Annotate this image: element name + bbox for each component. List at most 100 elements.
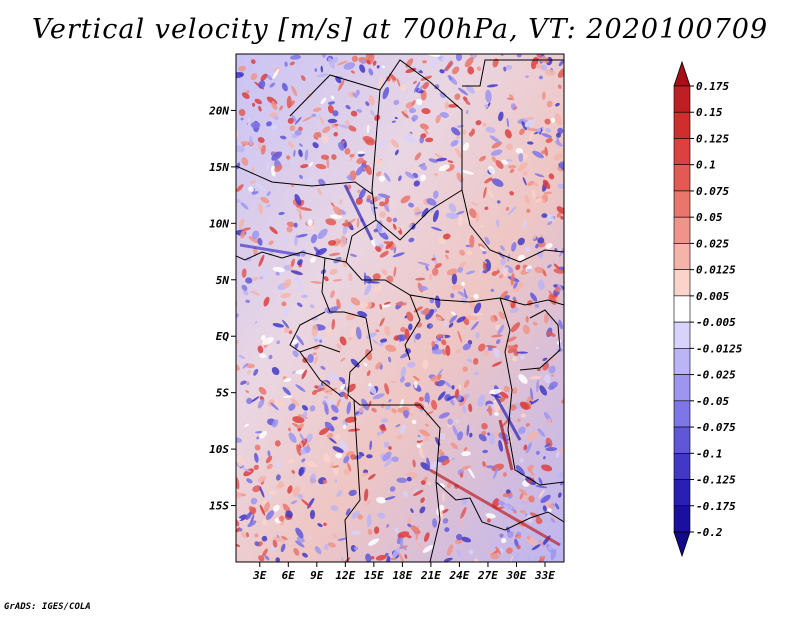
field-cell xyxy=(535,346,540,350)
x-tick-label: 6E xyxy=(282,569,296,582)
field-cell xyxy=(366,454,373,459)
field-cell xyxy=(535,485,548,489)
field-cell xyxy=(351,55,359,62)
field-cell xyxy=(545,243,553,249)
field-cell xyxy=(317,523,323,528)
field-cell xyxy=(365,54,373,59)
field-cell xyxy=(498,408,504,414)
field-cell xyxy=(331,416,338,421)
field-cell xyxy=(326,433,334,439)
field-cell xyxy=(272,266,285,273)
field-cell xyxy=(429,273,433,281)
field-cell xyxy=(448,203,457,213)
field-cell xyxy=(299,143,303,147)
field-cell xyxy=(367,384,377,395)
field-cell xyxy=(272,539,278,548)
field-cell xyxy=(243,468,254,477)
field-cell xyxy=(400,326,406,333)
field-cell xyxy=(463,288,468,300)
field-cell xyxy=(298,284,304,292)
colorbar-label: 0.005 xyxy=(696,290,729,303)
field-cell xyxy=(254,541,260,547)
field-cell xyxy=(554,286,561,293)
field-cell xyxy=(455,419,460,424)
field-cell xyxy=(330,505,339,511)
field-cell xyxy=(531,189,536,200)
field-cell xyxy=(439,91,447,99)
field-cell xyxy=(461,465,472,470)
field-cell xyxy=(345,104,351,110)
field-cell xyxy=(432,209,439,223)
field-cell xyxy=(487,346,493,351)
field-cell xyxy=(438,237,446,245)
field-cell xyxy=(435,114,441,124)
field-cell xyxy=(444,557,453,562)
field-streak xyxy=(493,394,522,441)
field-cell xyxy=(457,431,464,441)
field-cell xyxy=(296,302,303,308)
field-cell xyxy=(503,66,507,72)
field-cell xyxy=(505,547,513,554)
field-cell xyxy=(357,189,361,194)
field-cell xyxy=(556,472,564,478)
y-tick-label: 5S xyxy=(216,387,230,400)
colorbar-bottom-arrow xyxy=(673,531,691,558)
field-cell xyxy=(398,175,402,182)
field-cell xyxy=(238,109,246,117)
field-cell xyxy=(378,175,386,182)
field-cell xyxy=(389,486,396,492)
field-cell xyxy=(388,446,392,450)
field-cell xyxy=(444,527,450,533)
field-cell xyxy=(350,110,358,117)
field-cell xyxy=(431,257,436,261)
field-cell xyxy=(246,532,249,538)
field-cell xyxy=(304,149,309,161)
field-cell xyxy=(379,211,387,218)
field-cell xyxy=(358,408,365,413)
field-cell xyxy=(408,323,413,331)
field-cell xyxy=(403,134,415,143)
field-cell xyxy=(238,65,246,72)
field-cell xyxy=(242,363,249,369)
field-cell xyxy=(454,538,464,545)
field-cell xyxy=(505,64,513,70)
field-cell xyxy=(338,124,350,129)
field-cell xyxy=(356,108,363,113)
field-cell xyxy=(497,324,505,335)
field-cell xyxy=(529,387,534,400)
field-cell xyxy=(392,223,397,230)
field-cell xyxy=(260,144,266,155)
field-cell xyxy=(365,553,372,562)
field-cell xyxy=(307,353,314,363)
field-cell xyxy=(338,141,345,151)
field-cell xyxy=(477,394,486,407)
field-cell xyxy=(445,60,453,72)
field-cell xyxy=(524,119,535,128)
field-cell xyxy=(344,148,351,155)
field-cell xyxy=(240,117,244,121)
field-cell xyxy=(485,550,493,554)
field-cell xyxy=(525,423,530,427)
colorbar-segment xyxy=(673,321,691,349)
field-cell xyxy=(438,448,444,456)
field-cell xyxy=(318,427,330,436)
field-cell xyxy=(431,267,439,276)
field-cell xyxy=(505,489,511,494)
field-cell xyxy=(250,497,258,505)
field-cell xyxy=(482,122,487,127)
field-cell xyxy=(254,452,259,463)
field-cell xyxy=(251,230,260,240)
x-tick-label: 12E xyxy=(335,569,355,582)
field-cell xyxy=(465,100,471,106)
field-cell xyxy=(342,222,352,227)
field-cell xyxy=(491,271,498,276)
field-cell xyxy=(290,398,300,407)
field-cell xyxy=(424,436,429,442)
field-cell xyxy=(544,442,551,448)
field-cell xyxy=(356,217,360,228)
field-cell xyxy=(489,388,502,395)
field-cell xyxy=(331,318,336,330)
field-cell xyxy=(541,464,553,472)
field-cell xyxy=(307,177,313,182)
field-cell xyxy=(444,101,449,110)
